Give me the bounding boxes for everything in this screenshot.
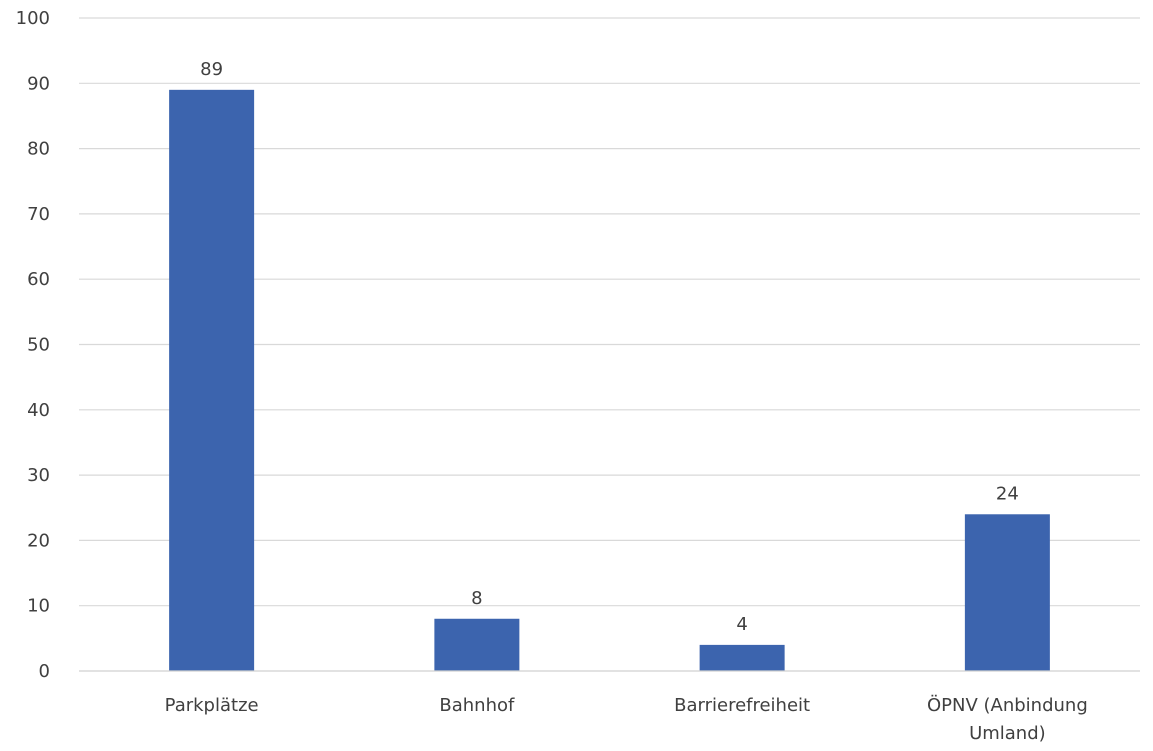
x-category-label-line: Barrierefreiheit	[674, 695, 810, 716]
x-category-label: Parkplätze	[165, 695, 259, 716]
x-axis-categories: Parkplätze Bahnhof Barrierefreiheit ÖPNV (A…	[165, 694, 1088, 744]
y-tick-label: 70	[27, 204, 50, 225]
x-category-label-line: ÖPNV (Anbindung	[927, 694, 1088, 716]
bar	[699, 644, 785, 671]
bar	[434, 618, 520, 671]
data-labels: 89 8 4 24	[200, 59, 1019, 635]
y-tick-label: 80	[27, 139, 50, 160]
y-tick-label: 60	[27, 269, 50, 290]
x-category-label: Bahnhof	[439, 695, 515, 716]
y-tick-label: 0	[39, 661, 50, 682]
y-tick-label: 30	[27, 465, 50, 486]
bars	[169, 89, 1050, 671]
data-label: 8	[471, 588, 482, 609]
y-tick-label: 40	[27, 400, 50, 421]
bar	[169, 89, 255, 671]
x-category-label-line: Parkplätze	[165, 695, 259, 716]
data-label: 4	[736, 614, 747, 635]
y-tick-label: 10	[27, 596, 50, 617]
x-category-label-line: Bahnhof	[439, 695, 515, 716]
data-label: 89	[200, 59, 223, 80]
x-category-label: Barrierefreiheit	[674, 695, 810, 716]
x-category-label: ÖPNV (Anbindung Umland)	[927, 694, 1088, 744]
y-tick-label: 20	[27, 530, 50, 551]
data-label: 24	[996, 483, 1019, 504]
y-tick-label: 100	[16, 8, 50, 29]
y-axis-ticks: 0 10 20 30 40 50 60 70 80 90 100	[16, 8, 50, 682]
gridlines	[79, 17, 1140, 607]
bar	[964, 514, 1050, 671]
y-tick-label: 90	[27, 73, 50, 94]
y-tick-label: 50	[27, 335, 50, 356]
x-category-label-line: Umland)	[969, 723, 1046, 744]
